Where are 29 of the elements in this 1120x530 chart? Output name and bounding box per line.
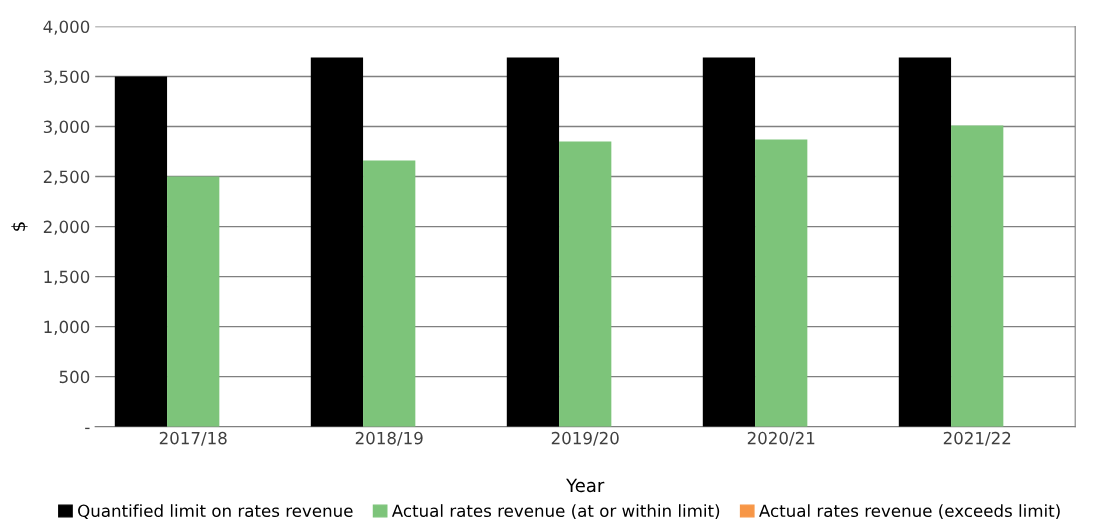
- x-tick-label: 2021/22: [943, 431, 1011, 446]
- y-tick-label: 3,500: [43, 70, 90, 85]
- bar: [951, 125, 1004, 427]
- bar: [114, 76, 168, 427]
- bar: [559, 141, 612, 427]
- x-tick-label: 2017/18: [159, 431, 227, 446]
- x-tick-label: 2019/20: [551, 431, 619, 446]
- y-tick-label: -: [85, 427, 90, 430]
- y-tick-label: 1,000: [44, 320, 90, 335]
- y-tick-label: 500: [59, 370, 90, 384]
- y-tick-label: 2,000: [43, 220, 90, 235]
- bar: [363, 160, 416, 427]
- legend-label: Actual rates revenue (at or within limit): [391, 504, 720, 520]
- y-axis-title: $: [11, 222, 28, 231]
- x-tick-label: 2018/19: [355, 431, 423, 446]
- x-tick-label: 2020/21: [747, 431, 815, 446]
- y-tick-label: 3,000: [43, 120, 90, 135]
- legend-label: Actual rates revenue (exceeds limit): [759, 504, 1060, 520]
- bar: [702, 57, 756, 427]
- y-tick-label: 1,500: [44, 270, 90, 285]
- bar: [755, 139, 808, 427]
- bar: [167, 176, 220, 427]
- x-axis-title: Year: [566, 478, 605, 493]
- y-tick-label: 2,500: [43, 170, 90, 185]
- bar: [506, 57, 560, 427]
- bar: [310, 57, 364, 427]
- bar: [898, 57, 952, 427]
- y-tick-label: 4,000: [43, 20, 90, 35]
- legend-label: Quantified limit on rates revenue: [78, 504, 353, 519]
